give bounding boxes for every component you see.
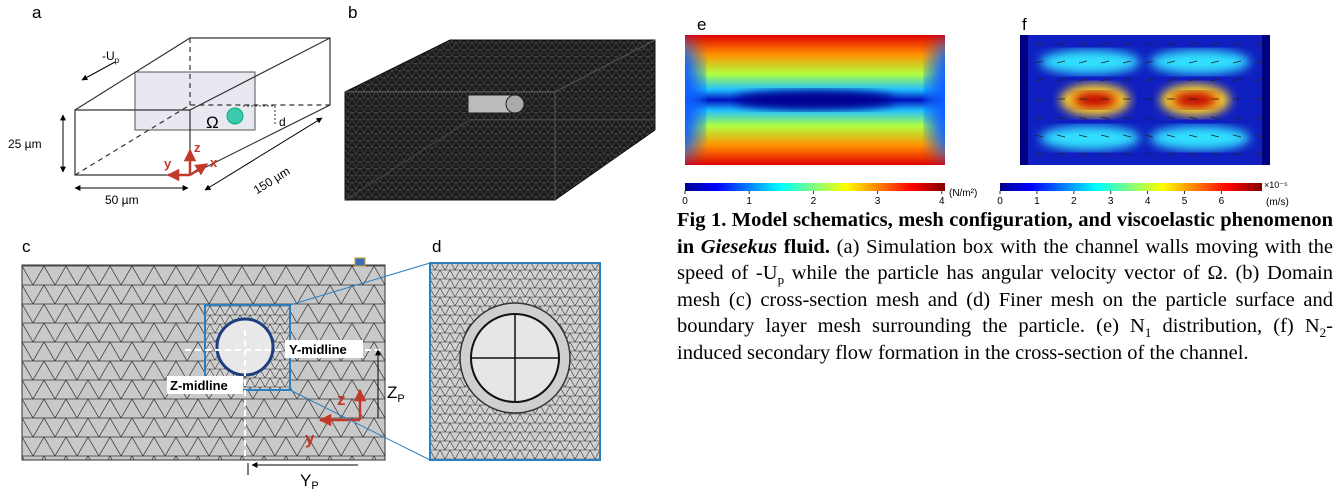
panel-label: a <box>32 3 42 22</box>
axis-z: z <box>194 140 201 155</box>
width-label: 50 µm <box>105 193 139 207</box>
caption: Fig 1. Model schematics, mesh configurat… <box>677 207 1333 366</box>
cross-section-mesh <box>22 265 385 460</box>
length-label: 150 µm <box>251 164 293 197</box>
panel-b: b <box>345 3 655 200</box>
caption-run: fluid. <box>777 236 830 258</box>
colorbar-tick-label: 0 <box>682 196 688 207</box>
colorbar-tick-label: 2 <box>811 196 817 207</box>
colorbar-tick-label: 6 <box>1219 196 1225 207</box>
panel-label: d <box>432 237 441 256</box>
velocity-label: -Up <box>102 49 120 65</box>
gap-label: d <box>279 115 286 129</box>
panel-e: e <box>658 15 972 191</box>
panel-a: a -Up Ω d 25 µm 50 µm 150 µm z y x <box>8 3 330 207</box>
heatmap <box>658 35 972 165</box>
axis-y: y <box>164 156 172 171</box>
page: a -Up Ω d 25 µm 50 µm 150 µm z y x b c Y… <box>0 0 1344 489</box>
omega: Ω <box>206 113 219 132</box>
panel-f: f <box>1000 15 1270 191</box>
colorbar-tick-label: 3 <box>875 196 881 207</box>
colorbar-tick-label: 5 <box>1182 196 1188 207</box>
colorbar-tick-label: 4 <box>939 196 945 207</box>
axis-y: y <box>305 429 315 448</box>
particle <box>227 108 243 124</box>
axis-x: x <box>210 155 218 170</box>
caption-run: Giesekus <box>701 236 777 258</box>
panel-label: c <box>22 237 31 256</box>
colorbar-tick-label: 3 <box>1108 196 1114 207</box>
colorbar <box>1000 183 1262 191</box>
panel-label: e <box>697 15 706 34</box>
colorbar-tick-label: 0 <box>997 196 1003 207</box>
colorbar-tick-label: 1 <box>746 196 752 207</box>
axis-z: z <box>337 390 346 409</box>
panel-label: f <box>1022 15 1027 34</box>
colorbar <box>685 183 945 191</box>
height-label: 25 µm <box>8 137 42 151</box>
caption-run: distribution, (f) N <box>1151 315 1319 337</box>
heatmap <box>1020 35 1270 165</box>
y-midline-label: Y-midline <box>289 342 347 357</box>
colorbar-tick-label: 1 <box>1034 196 1040 207</box>
zp-label: ZP <box>387 383 405 405</box>
colorbar-unit: (N/m²) <box>949 188 977 199</box>
panel-c: c Y-midline Z-midline z y ZP YP <box>22 237 430 489</box>
z-midline-label: Z-midline <box>170 378 228 393</box>
colorbar-tick-label: 4 <box>1145 196 1151 207</box>
panel-label: b <box>348 3 357 22</box>
colorbar-scale: ×10⁻⁵ <box>1264 180 1288 190</box>
panel-d: d <box>430 237 600 460</box>
colorbar-tick-label: 2 <box>1071 196 1077 207</box>
yp-label: YP <box>300 471 319 489</box>
